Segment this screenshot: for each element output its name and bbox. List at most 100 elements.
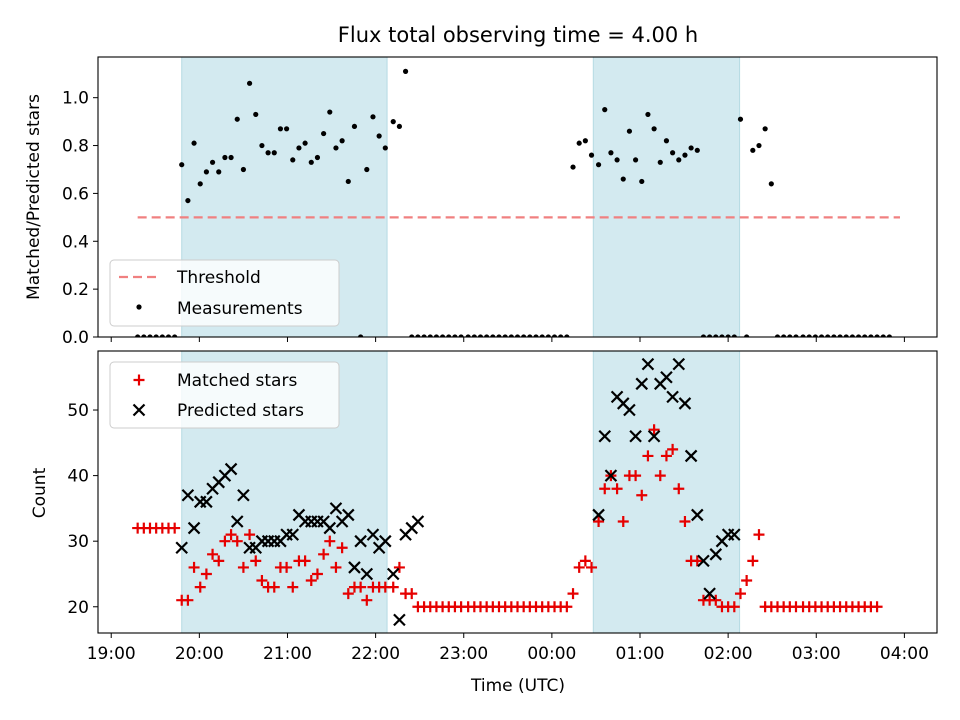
measurement-point — [271, 150, 277, 156]
measurement-point — [527, 334, 533, 337]
measurement-point — [433, 334, 440, 337]
measurement-point — [234, 116, 240, 122]
shaded-interval — [592, 351, 741, 633]
measurement-point — [496, 334, 502, 337]
predicted-star-point — [224, 462, 238, 476]
measurement-point — [645, 111, 651, 118]
measurement-point — [744, 334, 750, 337]
measurement-point — [216, 169, 222, 175]
measurement-point — [364, 166, 370, 173]
predicted-star-point — [647, 429, 661, 443]
measurement-point — [333, 145, 339, 151]
matched-star-point — [648, 424, 660, 436]
matched-star-point — [728, 601, 740, 613]
measurement-point — [222, 154, 228, 161]
predicted-star-point — [342, 508, 355, 522]
shaded-interval — [592, 57, 741, 337]
measurement-point — [172, 334, 178, 337]
measurement-point — [682, 152, 688, 158]
measurement-point — [370, 114, 376, 120]
matched-star-point — [256, 575, 268, 587]
measurement-point — [602, 107, 608, 113]
measurement-point — [639, 178, 645, 185]
x-tick-label: 01:00 — [616, 644, 665, 664]
measurement-point — [831, 334, 837, 337]
top-x-axis-ticks — [110, 337, 905, 342]
measurement-point — [327, 109, 333, 115]
predicted-star-point — [604, 469, 618, 482]
measurement-point — [477, 334, 484, 337]
measurement-point — [787, 334, 793, 337]
measurement-point — [533, 334, 539, 337]
measurement-point — [880, 334, 886, 337]
measurement-point — [800, 334, 806, 337]
predicted-star-point — [623, 403, 636, 417]
y-tick-label: 30 — [67, 532, 89, 552]
matched-star-point — [299, 555, 311, 567]
measurement-point — [240, 166, 247, 173]
measurement-point — [296, 145, 302, 151]
predicted-star-point — [672, 357, 686, 371]
measurement-point — [502, 334, 508, 337]
matched-star-point — [268, 581, 280, 593]
predicted-star-point — [354, 534, 367, 548]
predicted-star-point — [411, 515, 425, 528]
measurement-point — [358, 334, 364, 337]
chart-title: Flux total observing time = 4.00 h — [338, 23, 698, 47]
predicted-star-point — [286, 528, 300, 541]
x-tick-label: 04:00 — [880, 644, 929, 664]
legend-matched-swatch — [133, 374, 145, 386]
matched-star-point — [387, 581, 399, 593]
measurement-point — [868, 334, 874, 337]
measurement-point — [165, 334, 172, 337]
predicted-star-point — [366, 528, 380, 541]
matched-star-point — [361, 594, 373, 606]
legend-matched-label: Matched stars — [177, 371, 297, 391]
matched-star-point — [593, 516, 605, 528]
measurement-point — [421, 334, 427, 337]
matched-star-point — [182, 594, 194, 606]
measurement-point — [490, 334, 496, 337]
measurement-point — [651, 126, 657, 132]
measurement-point — [750, 147, 756, 153]
top-y-axis-label: Matched/Predicted stars — [24, 94, 44, 300]
predicted-star-point — [348, 561, 361, 574]
matched-star-point — [305, 575, 317, 587]
predicted-stars-points — [175, 357, 741, 627]
matched-star-point — [406, 588, 418, 600]
measurement-point — [484, 334, 490, 337]
matched-star-point — [579, 555, 591, 567]
y-tick-label: 0.0 — [62, 328, 89, 348]
matched-star-point — [281, 561, 293, 573]
measurement-point — [402, 68, 409, 74]
matched-star-point — [586, 561, 598, 573]
measurement-point — [179, 162, 185, 168]
measurement-point — [390, 119, 396, 125]
matched-star-point — [237, 561, 249, 573]
measurement-point — [558, 334, 564, 337]
matched-star-point — [342, 588, 354, 600]
measurement-point — [768, 181, 774, 187]
matched-star-point — [561, 601, 573, 613]
predicted-star-point — [635, 377, 649, 391]
legend-matched-marker — [133, 374, 145, 386]
matched-star-point — [219, 535, 231, 547]
measurement-point — [277, 126, 284, 132]
predicted-star-point — [592, 508, 605, 522]
matched-star-point — [213, 555, 225, 567]
bottom-y-axis-label: Count — [30, 467, 50, 518]
measurement-point — [570, 164, 576, 170]
measurement-point — [141, 334, 147, 337]
measurement-point — [781, 334, 787, 337]
measurement-point — [135, 334, 141, 337]
bottom-axes-frame — [97, 350, 938, 634]
measurement-point — [514, 334, 521, 337]
x-tick-label: 22:00 — [351, 644, 400, 664]
measurement-point — [415, 334, 421, 337]
measurement-point — [471, 334, 477, 337]
measurement-point — [545, 334, 551, 337]
matched-star-point — [691, 555, 703, 567]
x-tick-label: 03:00 — [792, 644, 841, 664]
x-tick-label: 02:00 — [704, 644, 753, 664]
measurement-point — [246, 80, 253, 86]
